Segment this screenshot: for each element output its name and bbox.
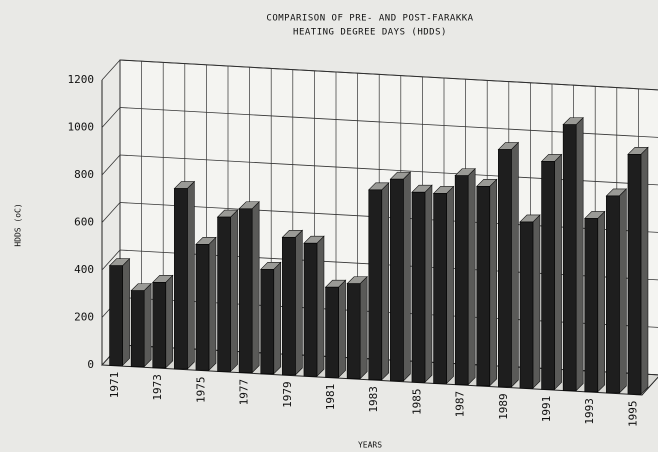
bar-side [359, 275, 368, 380]
bar [476, 186, 491, 387]
bar [390, 178, 404, 382]
bar-side [165, 274, 174, 369]
x-axis-label: YEARS [358, 441, 382, 450]
bar-side [143, 282, 152, 368]
x-tick-label: 1987 [454, 391, 467, 418]
bar-side [316, 235, 325, 377]
x-tick-label: 1971 [108, 372, 121, 399]
bar [498, 149, 512, 388]
x-tick-label: 1985 [410, 389, 423, 416]
bar-side [273, 261, 282, 375]
bar [109, 265, 123, 366]
x-tick-label: 1995 [626, 401, 639, 428]
bar [174, 188, 188, 370]
bar-side [187, 180, 195, 370]
bar [519, 221, 534, 389]
x-tick-label: 1981 [324, 384, 337, 411]
x-tick-label: 1989 [497, 393, 510, 420]
x-tick-label: 1975 [194, 377, 207, 404]
bar [584, 218, 599, 393]
x-tick-label: 1977 [238, 379, 251, 406]
bar [627, 154, 642, 395]
bar [303, 242, 318, 377]
bar-side [338, 279, 346, 379]
bar-side [208, 236, 217, 371]
bar-side [489, 178, 498, 387]
bar-side [619, 188, 627, 394]
bar [541, 161, 555, 390]
bar-side [511, 141, 519, 388]
bar-side [424, 184, 433, 383]
bar [260, 269, 275, 375]
bar-side [532, 214, 541, 389]
bar-side [381, 182, 390, 381]
x-tick-label: 1979 [281, 381, 294, 408]
y-axis-label: HDDS (oC) [14, 203, 23, 246]
bar [433, 193, 447, 384]
x-tick-label: 1973 [151, 374, 164, 401]
bar-side [467, 167, 476, 386]
y-tick-label: 0 [87, 358, 94, 371]
bar [606, 195, 620, 394]
x-tick-label: 1983 [367, 386, 380, 413]
y-tick-label: 1000 [68, 121, 95, 134]
y-tick-label: 1200 [68, 73, 95, 86]
bar-side [640, 146, 649, 395]
bar [368, 189, 383, 381]
bar [325, 286, 339, 378]
bar [411, 191, 426, 383]
bar [238, 208, 253, 373]
x-tick-label: 1993 [583, 398, 596, 425]
bar [282, 236, 296, 376]
bar-side [597, 210, 606, 393]
bar-side [446, 185, 454, 385]
y-tick-label: 200 [74, 311, 94, 324]
x-tick-label: 1991 [540, 396, 553, 423]
bar-side [554, 153, 562, 391]
chart-title: HEATING DEGREE DAYS (HDDS) [293, 28, 447, 38]
y-tick-label: 800 [74, 168, 94, 181]
bar [152, 282, 167, 369]
chart-title: COMPARISON OF PRE- AND POST-FARAKKA [266, 14, 473, 24]
bar-side [403, 171, 411, 382]
bar [217, 216, 231, 372]
bar-side [575, 116, 584, 392]
bar-side [230, 209, 238, 373]
bar-side [295, 229, 303, 376]
bar [346, 283, 361, 379]
bar-side [122, 257, 130, 367]
y-tick-label: 600 [74, 216, 94, 229]
y-tick-label: 400 [74, 263, 94, 276]
bar [195, 244, 210, 371]
bar [454, 175, 469, 385]
bar [562, 124, 577, 391]
bar [130, 290, 145, 367]
bar-side [251, 201, 260, 374]
